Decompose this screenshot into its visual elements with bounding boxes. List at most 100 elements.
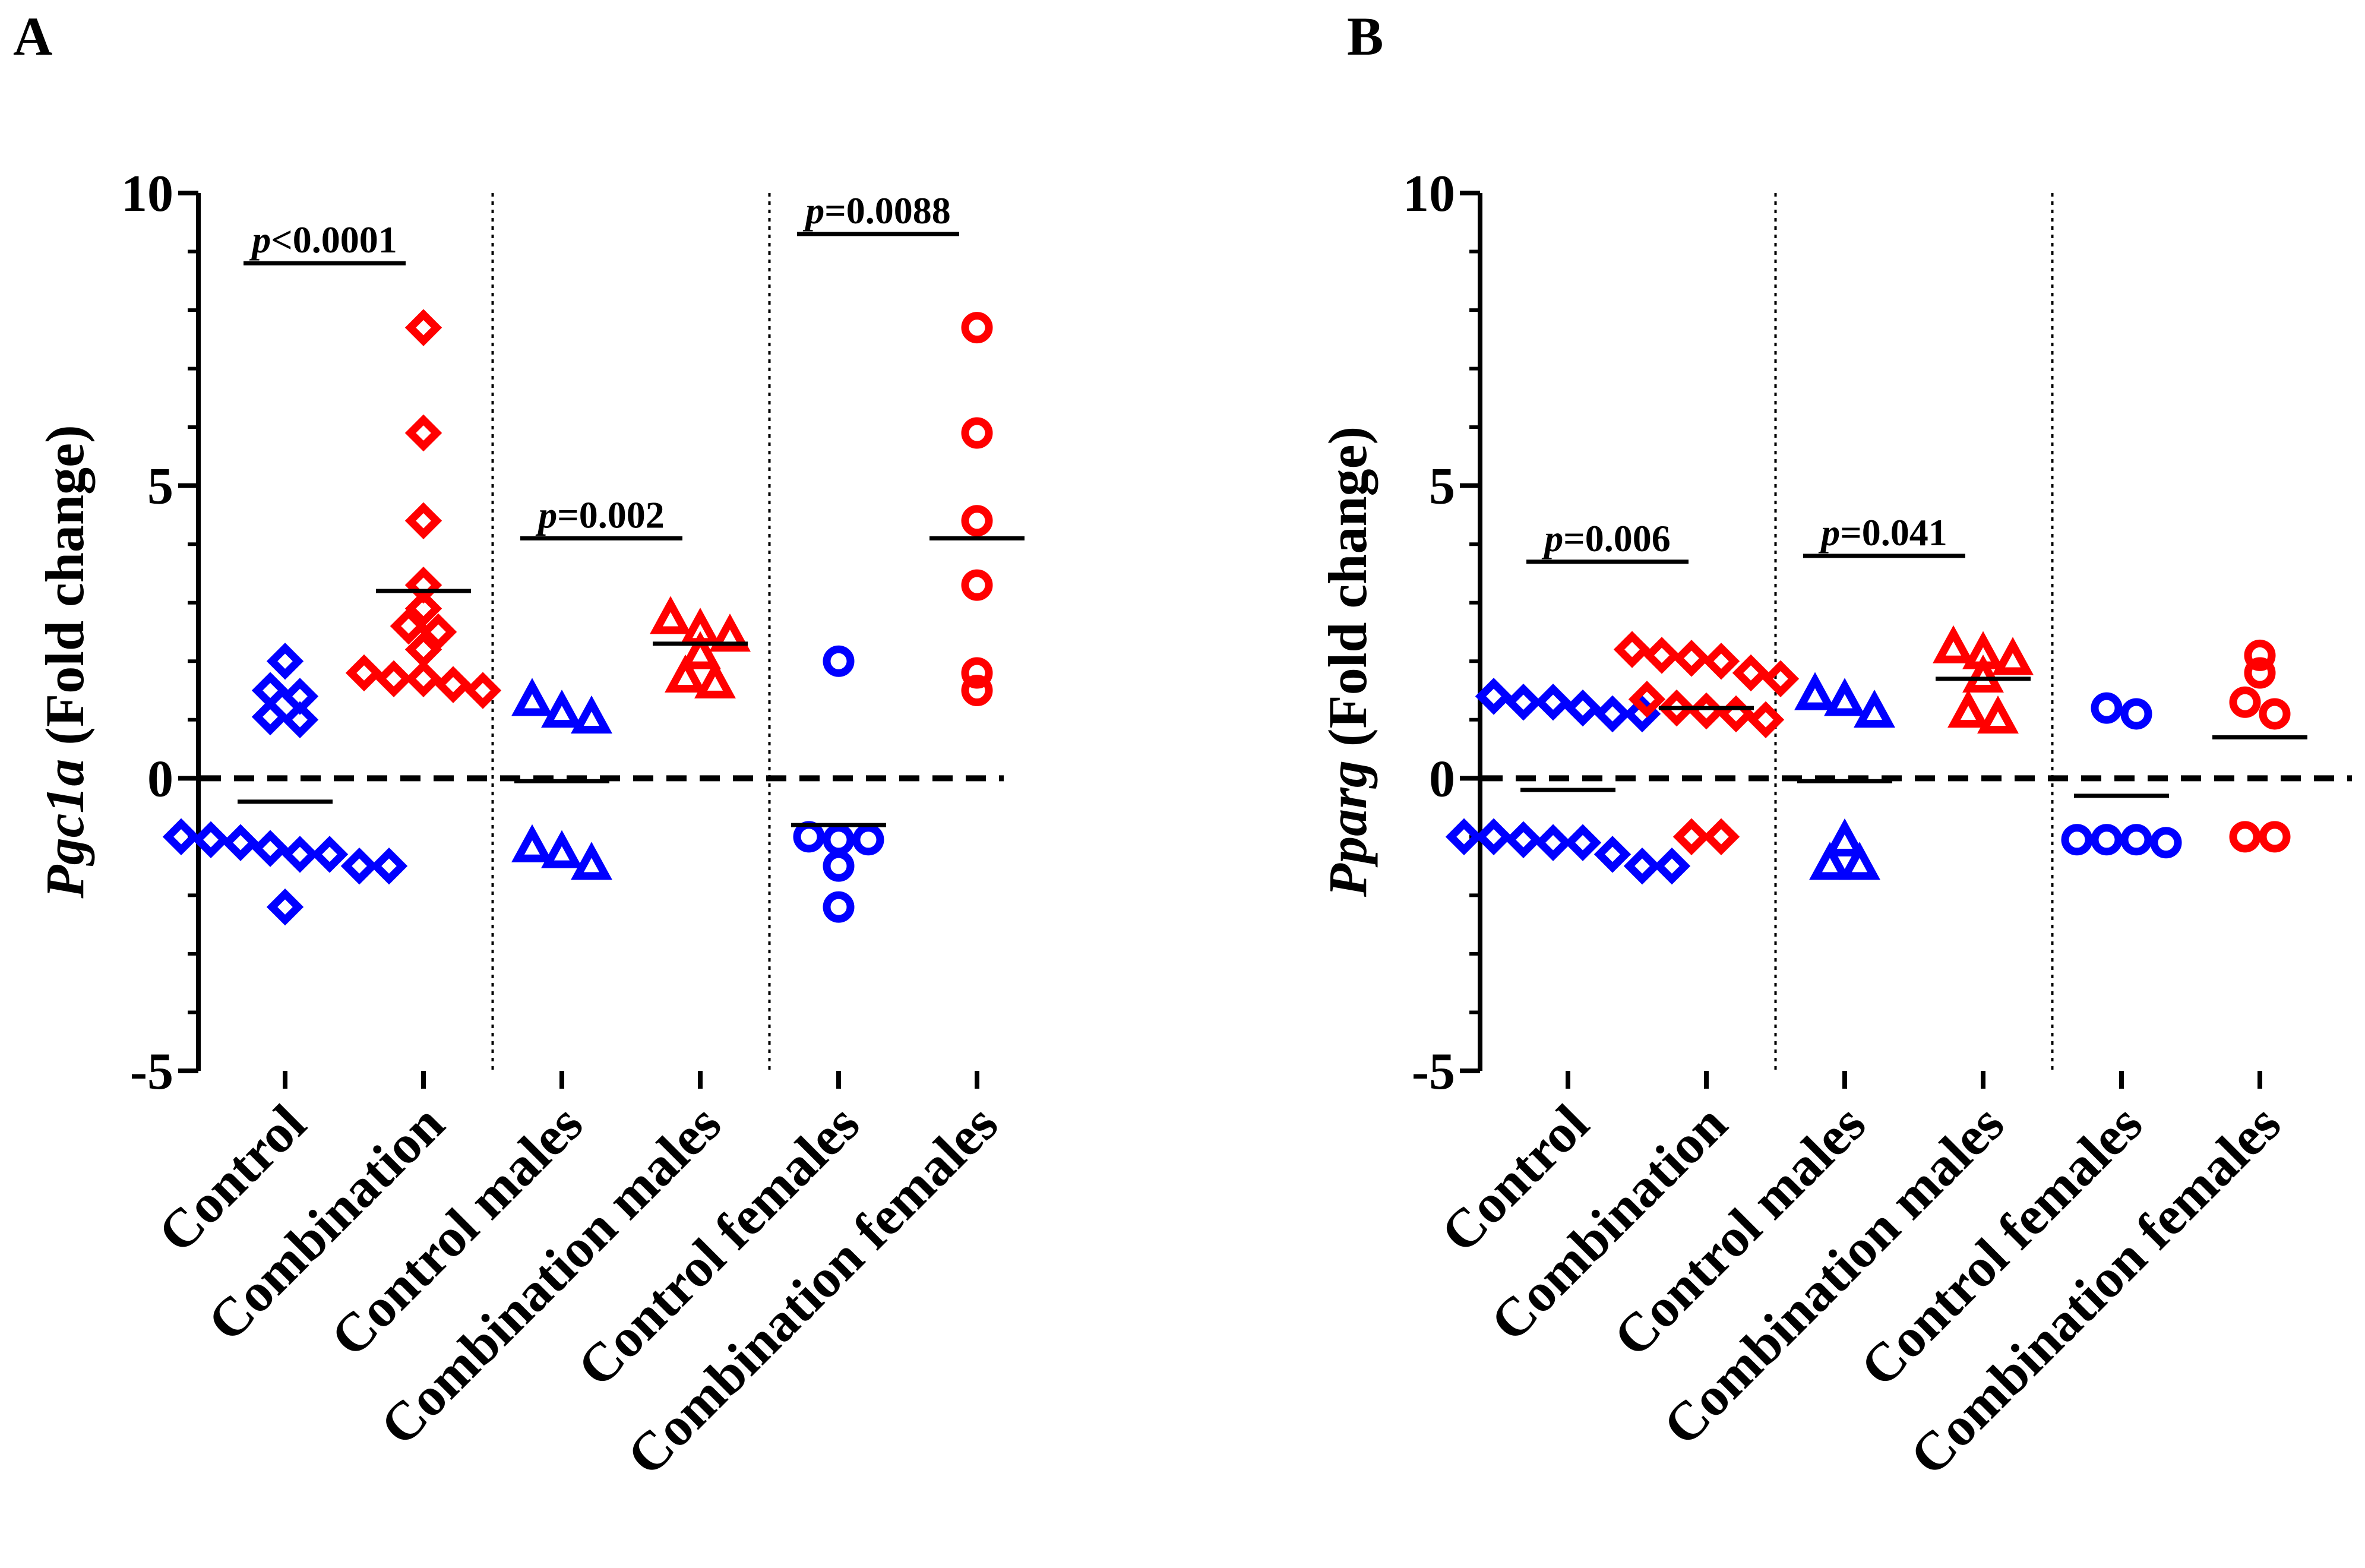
y-tick-label: 5 xyxy=(147,458,173,516)
p-symbol: p xyxy=(1541,517,1563,559)
data-point xyxy=(1854,690,1895,728)
data-point xyxy=(1717,695,1755,733)
data-point xyxy=(1992,637,2034,675)
data-point xyxy=(340,847,378,885)
series-control-males xyxy=(511,678,612,880)
data-point xyxy=(2259,698,2291,730)
data-point xyxy=(404,309,442,346)
data-point xyxy=(375,660,413,698)
data-point xyxy=(650,596,691,634)
data-point xyxy=(1504,684,1542,721)
data-point xyxy=(709,613,751,652)
data-point xyxy=(1824,818,1866,856)
data-point xyxy=(222,824,260,861)
data-point xyxy=(665,654,706,693)
p-value: =0.0088 xyxy=(824,189,950,232)
y-tick-label: 0 xyxy=(1429,750,1455,808)
data-point xyxy=(571,842,612,880)
series-control xyxy=(162,643,408,926)
p-value: =0.002 xyxy=(557,494,664,536)
data-point xyxy=(266,643,304,680)
data-point xyxy=(1534,824,1572,861)
data-point xyxy=(2244,657,2276,689)
data-point xyxy=(1613,631,1651,668)
data-point xyxy=(1593,695,1632,733)
data-point xyxy=(1762,660,1800,698)
data-point xyxy=(961,675,993,707)
data-point xyxy=(694,660,736,698)
data-point xyxy=(311,836,349,873)
data-point xyxy=(404,590,442,627)
data-point xyxy=(961,657,993,689)
data-point xyxy=(1947,690,1989,728)
data-point xyxy=(541,690,583,728)
y-axis-gene: Pgc1a xyxy=(34,759,95,899)
y-tick-label: 5 xyxy=(1429,458,1455,516)
p-symbol: p xyxy=(535,494,557,536)
y-axis-unit: (Fold change) xyxy=(34,425,95,758)
data-point xyxy=(1672,818,1710,856)
data-point xyxy=(961,417,993,449)
data-point xyxy=(1687,692,1725,730)
data-point xyxy=(511,824,553,862)
y-tick-label: -5 xyxy=(1412,1043,1455,1101)
data-point xyxy=(1732,654,1770,692)
data-point xyxy=(464,672,502,709)
series-combination xyxy=(345,309,502,709)
data-point xyxy=(345,654,383,692)
y-axis-label: Pgc1a (Fold change) xyxy=(34,425,95,899)
p-value-label: p<0.0001 xyxy=(249,219,397,261)
data-point xyxy=(1839,842,1880,880)
data-point xyxy=(1794,672,1836,710)
data-point xyxy=(2229,686,2261,718)
data-point xyxy=(823,645,855,677)
data-point xyxy=(852,824,884,856)
data-point xyxy=(679,631,721,669)
panel-letter: A xyxy=(13,6,52,67)
p-symbol: p xyxy=(802,189,824,232)
p-symbol: p xyxy=(1818,511,1840,554)
y-axis-unit: (Fold change) xyxy=(1317,426,1378,760)
data-point xyxy=(1977,695,2019,734)
p-value: <0.0001 xyxy=(271,219,397,261)
data-point xyxy=(1702,818,1740,856)
data-point xyxy=(370,847,408,885)
data-point xyxy=(281,701,319,738)
p-value-label: p=0.002 xyxy=(535,494,664,536)
data-point xyxy=(1534,684,1572,721)
data-point xyxy=(2229,821,2261,853)
data-point xyxy=(1623,847,1661,885)
data-point xyxy=(823,850,855,882)
data-point xyxy=(2120,698,2152,730)
data-point xyxy=(1564,824,1602,861)
data-point xyxy=(404,414,442,452)
data-point xyxy=(1809,842,1851,880)
data-point xyxy=(1933,625,1974,663)
p-value-label: p=0.041 xyxy=(1818,511,1947,554)
p-value: =0.041 xyxy=(1840,511,1947,554)
series-control-females xyxy=(2061,692,2182,859)
data-point xyxy=(1475,678,1513,715)
data-point xyxy=(1628,681,1666,718)
data-point xyxy=(2091,692,2123,724)
data-point xyxy=(1653,847,1691,885)
series-control-males xyxy=(1794,672,1895,880)
series-control-females xyxy=(791,645,886,923)
data-point xyxy=(2120,824,2152,856)
series-combination xyxy=(1613,631,1800,856)
data-point xyxy=(2150,827,2182,859)
data-point xyxy=(1475,818,1513,856)
series-combination-males xyxy=(1933,625,2034,734)
y-tick-label: 10 xyxy=(121,165,173,223)
data-point xyxy=(281,836,319,873)
data-point xyxy=(1564,689,1602,727)
data-point xyxy=(1643,637,1681,674)
data-point xyxy=(2244,639,2276,671)
data-point xyxy=(192,821,230,858)
series-combination-females xyxy=(2212,639,2307,853)
data-point xyxy=(1658,689,1696,727)
p-value-label: p=0.006 xyxy=(1541,517,1670,559)
